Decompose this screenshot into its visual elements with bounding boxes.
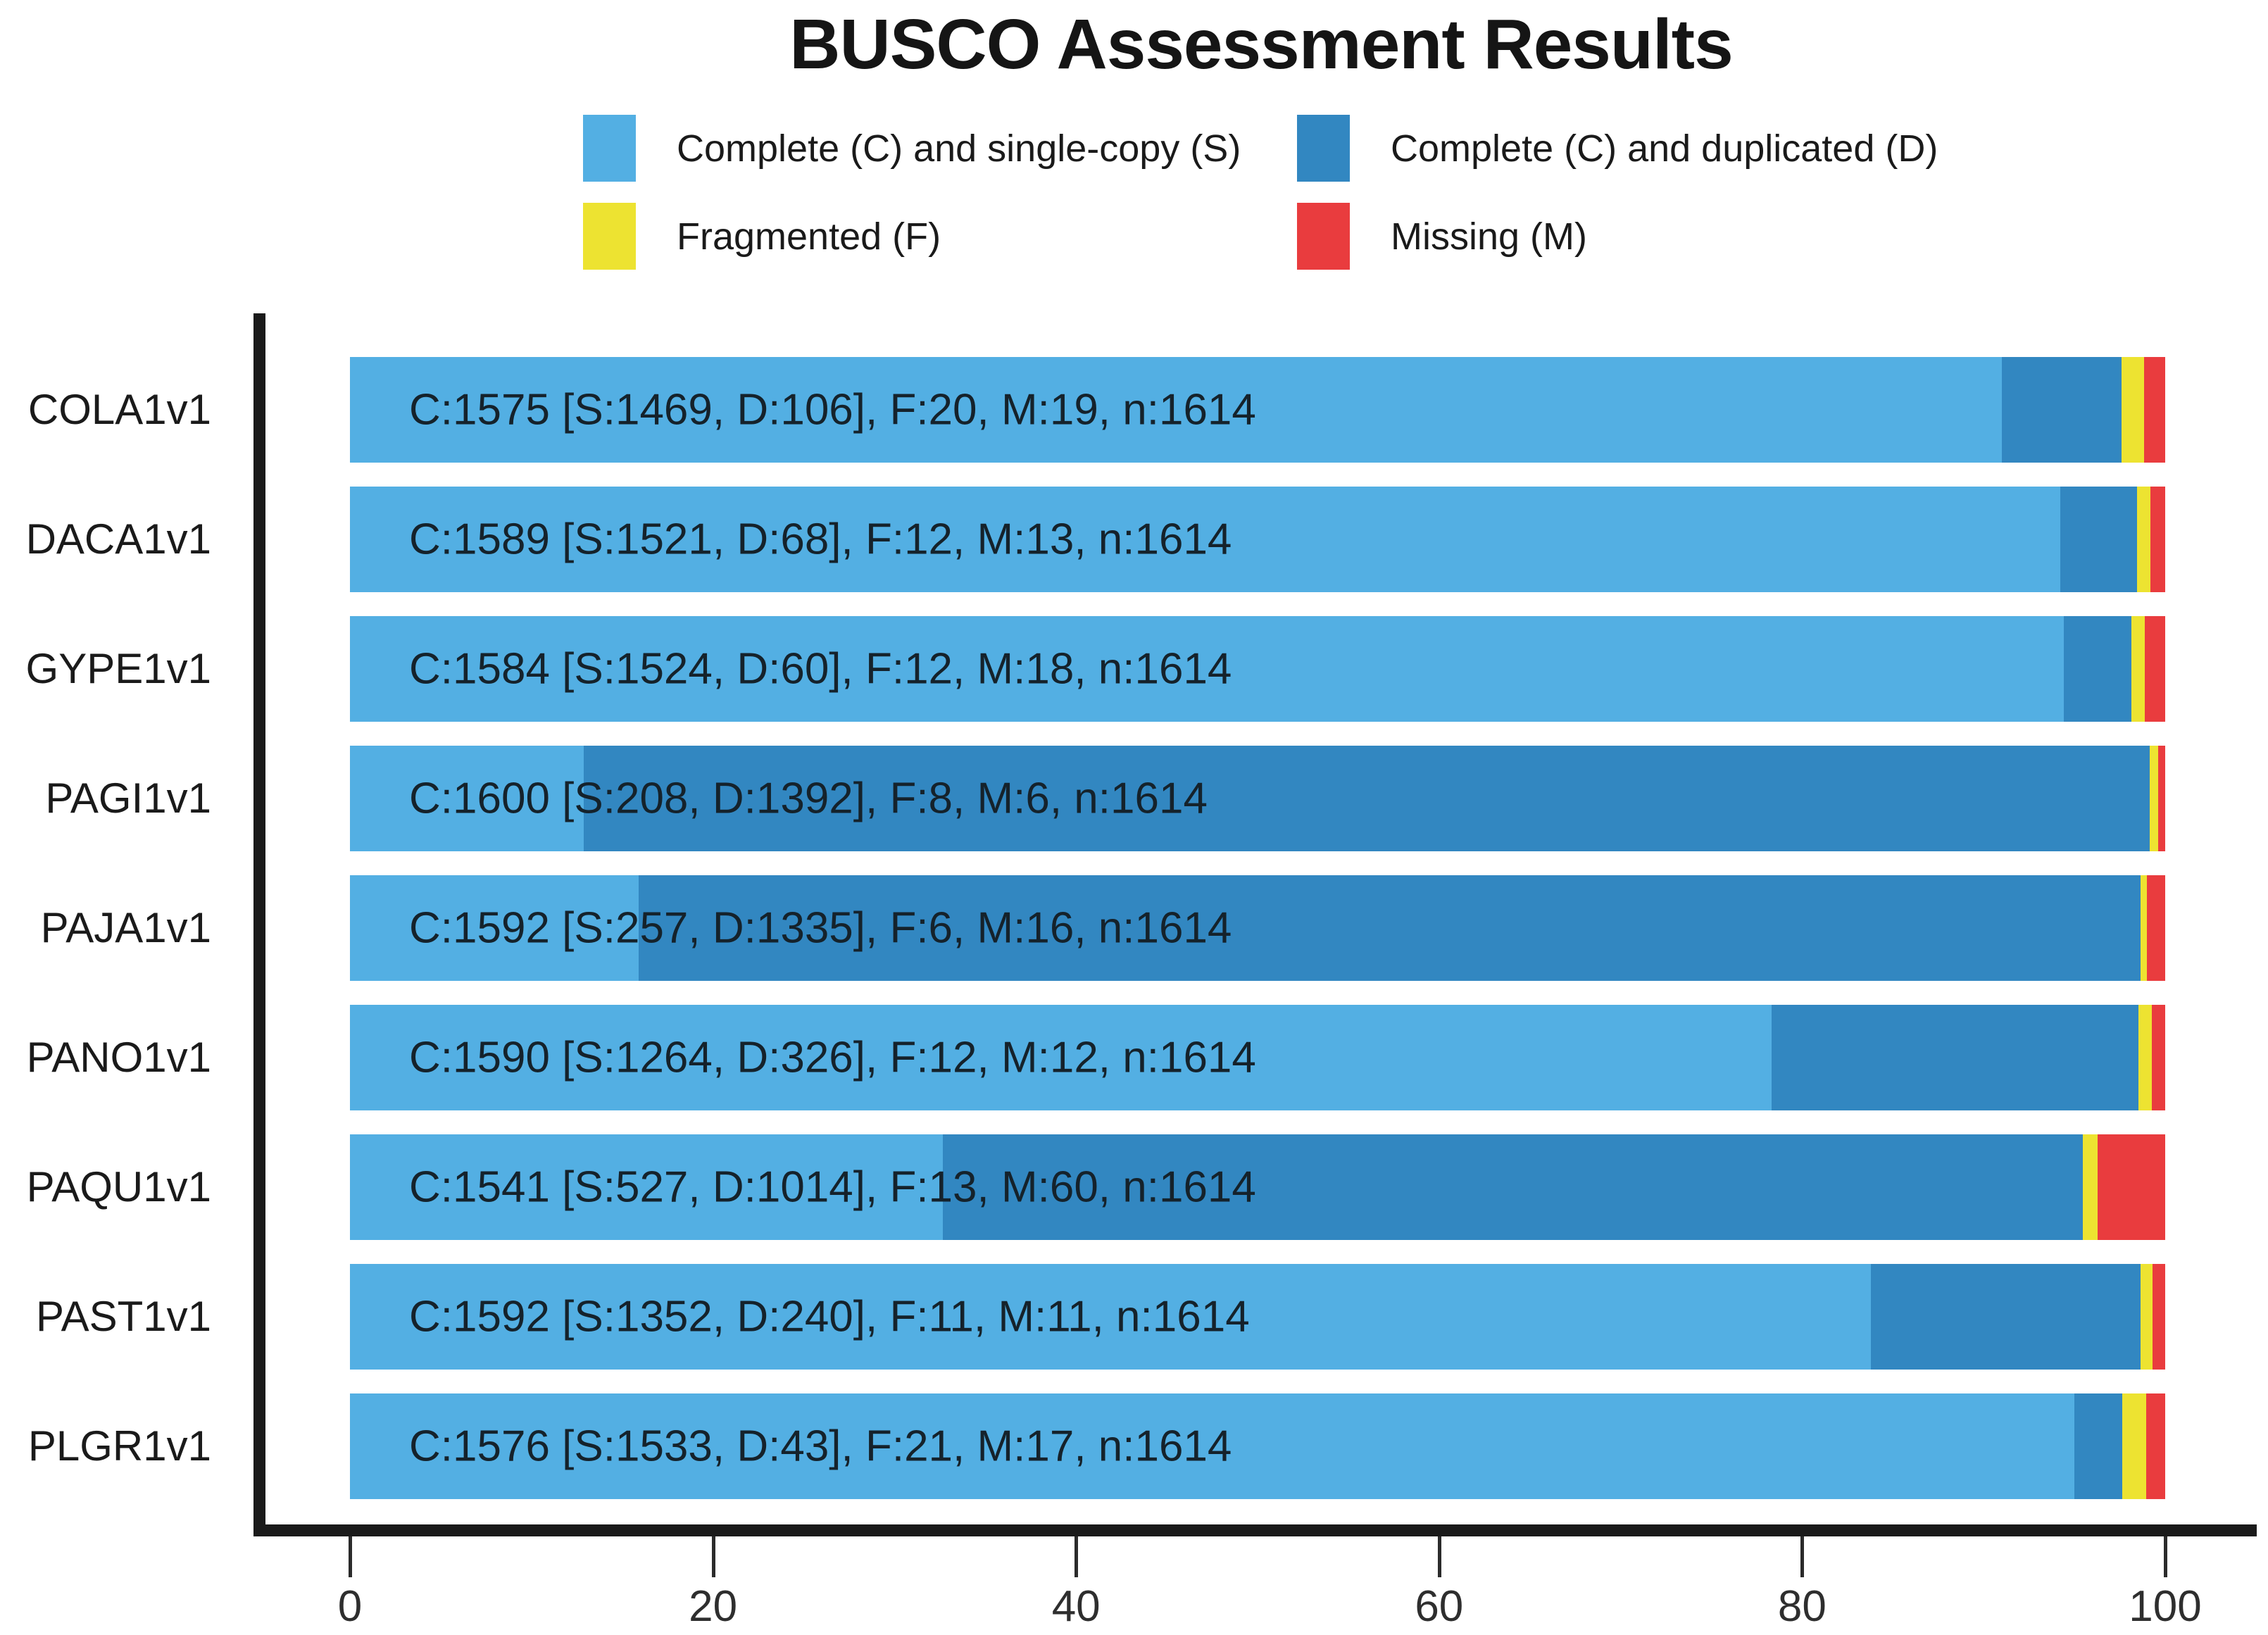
bar-row-plgr1v1: C:1576 [S:1533, D:43], F:21, M:17, n:161… <box>350 1393 2165 1499</box>
legend-label-duplicated: Complete (C) and duplicated (D) <box>1391 127 1938 170</box>
bar-row-paqu1v1: C:1541 [S:527, D:1014], F:13, M:60, n:16… <box>350 1134 2165 1240</box>
x-tick-mark <box>349 1536 352 1577</box>
legend-label-single: Complete (C) and single-copy (S) <box>677 127 1241 170</box>
bar-row-pano1v1: C:1590 [S:1264, D:326], F:12, M:12, n:16… <box>350 1005 2165 1110</box>
bar-stats-label: C:1584 [S:1524, D:60], F:12, M:18, n:161… <box>409 644 1232 694</box>
bar-segment-fragmented <box>2140 1264 2153 1370</box>
y-axis-spine <box>253 313 265 1536</box>
bar-segment-single <box>350 875 639 981</box>
bar-segment-single <box>350 487 2061 592</box>
bar-segment-single <box>350 1393 2074 1499</box>
x-tick-mark <box>1800 1536 1805 1577</box>
bar-segment-missing <box>2158 746 2165 851</box>
legend-swatch-single <box>583 115 636 182</box>
bar-segment-single <box>350 1005 1772 1110</box>
bar-segment-missing <box>2151 1005 2165 1110</box>
bar-segment-single <box>350 1134 943 1240</box>
bar-segment-duplicated <box>2064 616 2132 722</box>
x-tick-label: 60 <box>1415 1582 1464 1631</box>
bar-stats-label: C:1592 [S:1352, D:240], F:11, M:11, n:16… <box>409 1292 1250 1341</box>
bar-segment-fragmented <box>2083 1134 2098 1240</box>
bar-stats-label: C:1600 [S:208, D:1392], F:8, M:6, n:1614 <box>409 774 1208 823</box>
legend-swatch-fragmented <box>583 203 636 270</box>
bar-segment-duplicated <box>1870 1264 2141 1370</box>
bar-row-daca1v1: C:1589 [S:1521, D:68], F:12, M:13, n:161… <box>350 487 2165 592</box>
category-label-paqu1v1: PAQU1v1 <box>26 1163 211 1210</box>
bar-segment-missing <box>2145 1393 2165 1499</box>
chart-title: BUSCO Assessment Results <box>789 5 1733 84</box>
x-axis-spine <box>253 1524 2257 1536</box>
bar-segment-duplicated <box>942 1134 2084 1240</box>
bar-segment-single <box>350 746 584 851</box>
x-tick-label: 80 <box>1777 1582 1827 1631</box>
legend-item-single: Complete (C) and single-copy (S) <box>583 115 1241 182</box>
bar-segment-fragmented <box>2122 1393 2146 1499</box>
legend-label-fragmented: Fragmented (F) <box>677 215 941 258</box>
bar-stats-label: C:1576 [S:1533, D:43], F:21, M:17, n:161… <box>409 1422 1232 1471</box>
bar-segment-missing <box>2153 1264 2165 1370</box>
legend-item-missing: Missing (M) <box>1297 203 1587 270</box>
category-label-plgr1v1: PLGR1v1 <box>27 1422 211 1470</box>
legend-item-fragmented: Fragmented (F) <box>583 203 941 270</box>
bar-segment-missing <box>2145 616 2165 722</box>
bar-segment-duplicated <box>639 875 2141 981</box>
bar-segment-duplicated <box>584 746 2150 851</box>
bar-segment-single <box>350 357 2003 463</box>
bar-row-paja1v1: C:1592 [S:257, D:1335], F:6, M:16, n:161… <box>350 875 2165 981</box>
category-label-cola1v1: COLA1v1 <box>27 386 211 433</box>
bar-segment-fragmented <box>2131 616 2145 722</box>
bar-segment-fragmented <box>2137 487 2151 592</box>
legend-label-missing: Missing (M) <box>1391 215 1587 258</box>
category-label-daca1v1: DACA1v1 <box>25 515 211 563</box>
bar-segment-fragmented <box>2138 1005 2152 1110</box>
bar-segment-fragmented <box>2140 875 2148 981</box>
bar-segment-single <box>350 616 2065 722</box>
bar-stats-label: C:1575 [S:1469, D:106], F:20, M:19, n:16… <box>409 385 1256 434</box>
bar-row-cola1v1: C:1575 [S:1469, D:106], F:20, M:19, n:16… <box>350 357 2165 463</box>
x-tick-mark <box>1437 1536 1441 1577</box>
bar-row-pagi1v1: C:1600 [S:208, D:1392], F:8, M:6, n:1614 <box>350 746 2165 851</box>
bar-stats-label: C:1592 [S:257, D:1335], F:6, M:16, n:161… <box>409 903 1232 953</box>
x-tick-label: 0 <box>337 1582 363 1631</box>
x-tick-label: 20 <box>689 1582 738 1631</box>
bar-segment-fragmented <box>2149 746 2159 851</box>
legend-swatch-missing <box>1297 203 1350 270</box>
bar-stats-label: C:1590 [S:1264, D:326], F:12, M:12, n:16… <box>409 1033 1256 1082</box>
bar-stats-label: C:1541 [S:527, D:1014], F:13, M:60, n:16… <box>409 1163 1256 1212</box>
category-label-pano1v1: PANO1v1 <box>26 1034 211 1081</box>
bar-row-past1v1: C:1592 [S:1352, D:240], F:11, M:11, n:16… <box>350 1264 2165 1370</box>
category-label-paja1v1: PAJA1v1 <box>40 904 211 951</box>
x-tick-mark <box>711 1536 715 1577</box>
x-tick-mark <box>1075 1536 1079 1577</box>
bar-segment-duplicated <box>2074 1393 2123 1499</box>
bar-segment-fragmented <box>2121 357 2144 463</box>
category-label-pagi1v1: PAGI1v1 <box>45 775 211 822</box>
bar-segment-missing <box>2143 357 2165 463</box>
bar-segment-duplicated <box>2002 357 2122 463</box>
bar-segment-duplicated <box>2060 487 2138 592</box>
x-tick-label: 100 <box>2129 1582 2202 1631</box>
legend-swatch-duplicated <box>1297 115 1350 182</box>
x-tick-mark <box>2164 1536 2167 1577</box>
category-label-gype1v1: GYPE1v1 <box>25 645 211 692</box>
x-tick-label: 40 <box>1051 1582 1101 1631</box>
bar-segment-missing <box>2098 1134 2165 1240</box>
bar-segment-missing <box>2150 487 2165 592</box>
legend-item-duplicated: Complete (C) and duplicated (D) <box>1297 115 1938 182</box>
bar-segment-duplicated <box>1771 1005 2138 1110</box>
bar-segment-missing <box>2147 875 2165 981</box>
bar-row-gype1v1: C:1584 [S:1524, D:60], F:12, M:18, n:161… <box>350 616 2165 722</box>
category-label-past1v1: PAST1v1 <box>36 1293 211 1340</box>
bar-stats-label: C:1589 [S:1521, D:68], F:12, M:13, n:161… <box>409 515 1232 564</box>
bar-segment-single <box>350 1264 1871 1370</box>
